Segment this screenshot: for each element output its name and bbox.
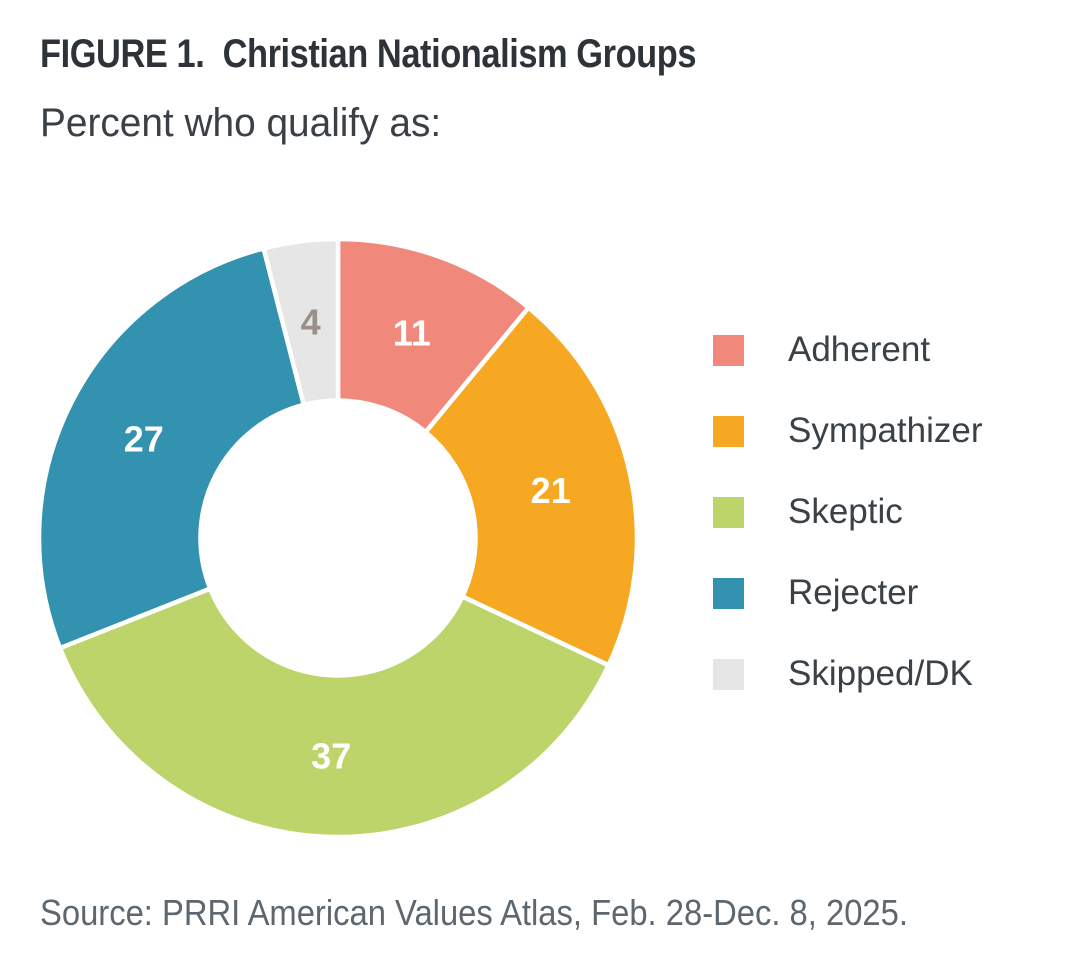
legend-item-adherent[interactable]: Adherent: [713, 330, 983, 370]
legend-label-rejecter: Rejecter: [788, 573, 919, 612]
legend-item-sympathizer[interactable]: Sympathizer: [713, 411, 983, 451]
legend-label-skeptic: Skeptic: [788, 492, 903, 531]
slice-value-label-adherent: 11: [393, 313, 431, 354]
donut-chart-canvas: 11 21 37 27 4: [36, 236, 640, 840]
legend-swatch-skeptic: [713, 496, 744, 528]
figure-title: FIGURE 1. Christian Nationalism Groups: [40, 32, 697, 76]
figure-subtitle: Percent who qualify as:: [40, 101, 442, 145]
legend-item-skeptic[interactable]: Skeptic: [713, 492, 983, 532]
legend-swatch-sympathizer: [713, 415, 744, 447]
donut-slice-sympathizer[interactable]: [423, 305, 640, 668]
legend-item-skipped-dk[interactable]: Skipped/DK: [713, 654, 983, 694]
chart-legend: Adherent Sympathizer Skeptic Rejecter Skippe…: [713, 330, 983, 735]
donut-chart: 11 21 37 27 4: [28, 228, 648, 848]
legend-swatch-rejecter: [713, 577, 744, 609]
donut-slice-rejecter[interactable]: [36, 246, 307, 651]
donut-slice-adherent[interactable]: [335, 236, 531, 435]
legend-item-rejecter[interactable]: Rejecter: [713, 573, 983, 613]
donut-slice-skeptic[interactable]: [57, 586, 611, 840]
source-note: Source: PRRI American Values Atlas, Feb.…: [40, 892, 908, 933]
slice-value-label-sympathizer: 21: [531, 470, 571, 511]
legend-swatch-skipped-dk: [713, 658, 744, 690]
slice-value-label-skeptic: 37: [311, 736, 351, 777]
slice-value-label-skipped-dk: 4: [301, 301, 321, 342]
donut-slice-skipped-dk[interactable]: [261, 236, 341, 408]
legend-swatch-adherent: [713, 334, 744, 366]
slice-value-label-rejecter: 27: [124, 419, 164, 460]
legend-label-skipped-dk: Skipped/DK: [788, 654, 973, 693]
legend-label-adherent: Adherent: [788, 330, 931, 369]
legend-label-sympathizer: Sympathizer: [788, 411, 983, 450]
